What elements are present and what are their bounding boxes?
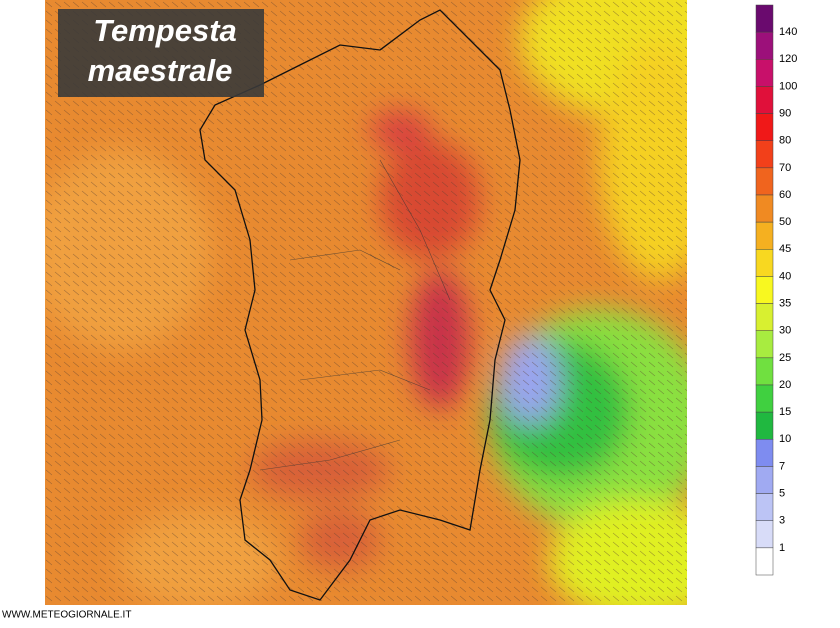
legend-swatch (755, 466, 774, 494)
title-box (58, 9, 264, 97)
legend-label: 80 (779, 135, 791, 147)
legend-label: 20 (779, 379, 791, 391)
legend-label: 50 (779, 216, 791, 228)
legend-label: 90 (779, 107, 791, 119)
legend-swatch (755, 547, 774, 576)
legend-swatch (755, 31, 774, 60)
legend-label: 7 (779, 460, 785, 472)
legend-swatch (755, 59, 774, 87)
legend-swatch (755, 303, 774, 331)
legend-label: 70 (779, 162, 791, 174)
legend-swatch (755, 221, 774, 250)
title-line: Tempesta (93, 13, 237, 48)
wind-field (45, 0, 687, 605)
legend-label: 45 (779, 243, 791, 255)
legend-label: 35 (779, 297, 791, 309)
legend-swatch (755, 167, 774, 196)
legend-label: 1 (779, 542, 785, 554)
legend-label: 30 (779, 325, 791, 337)
legend-swatch (755, 493, 774, 521)
legend-swatch (755, 357, 774, 386)
footer: WWW.METEOGIORNALE.IT (2, 610, 131, 621)
legend-label: 40 (779, 270, 791, 282)
legend-label: 100 (779, 80, 797, 92)
legend-swatch (755, 330, 774, 359)
footer-box (0, 606, 153, 623)
legend-swatch (755, 140, 774, 169)
legend-label: 60 (779, 189, 791, 201)
legend-swatch (755, 411, 774, 440)
legend-label: 140 (779, 26, 797, 38)
legend-label: 25 (779, 352, 791, 364)
coastline (199, 9, 521, 601)
legend-label: 5 (779, 487, 785, 499)
legend-swatch (755, 384, 774, 413)
legend-swatch (755, 113, 774, 141)
borders (259, 159, 451, 471)
legend-swatch (755, 520, 774, 549)
legend-swatch (755, 276, 774, 304)
color-legend: 140 120 100 90 80 70 60 50 45 40 35 30 25 20 15 10 7 5 3 1 (755, 4, 797, 576)
legend-swatch (755, 249, 774, 277)
legend-swatch (755, 4, 774, 33)
legend-label: 120 (779, 53, 797, 65)
title-line: maestrale (88, 53, 233, 88)
legend-swatch (755, 194, 774, 223)
legend-label: 10 (779, 433, 791, 445)
legend-swatch (755, 439, 774, 467)
legend-swatch (755, 86, 774, 114)
legend-label: 3 (779, 515, 785, 527)
legend-label: 15 (779, 406, 791, 418)
